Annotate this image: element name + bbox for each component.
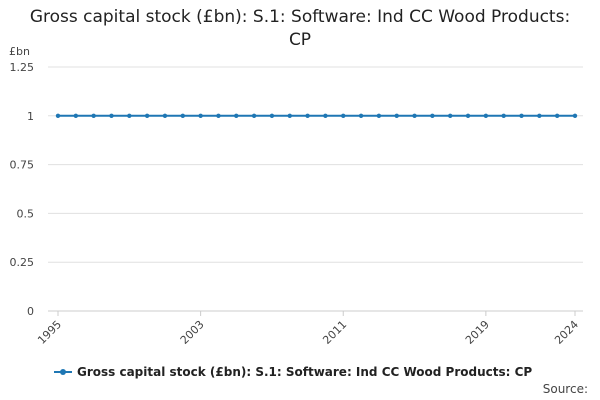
data-point[interactable] xyxy=(180,113,185,119)
legend-swatch xyxy=(54,364,72,380)
y-tick-label: 0 xyxy=(27,305,34,318)
series-layer xyxy=(55,113,578,119)
source-label: Source: xyxy=(542,382,588,396)
data-point[interactable] xyxy=(234,113,239,119)
axes: 0 0.25 0.5 0.75 1 1.25 £bn 1995 2003 2011 2019 2024 xyxy=(9,45,583,347)
x-tick-label: 2019 xyxy=(463,318,492,347)
data-point[interactable] xyxy=(358,113,364,119)
data-point[interactable] xyxy=(287,113,292,119)
data-point[interactable] xyxy=(55,113,61,119)
data-point[interactable] xyxy=(430,113,435,119)
data-point[interactable] xyxy=(572,113,578,119)
chart-title: Gross capital stock (£bn): S.1: Software… xyxy=(29,7,571,50)
data-point[interactable] xyxy=(305,113,310,119)
data-point[interactable] xyxy=(448,113,453,119)
data-point[interactable] xyxy=(109,113,114,119)
data-point[interactable] xyxy=(73,113,79,119)
data-point[interactable] xyxy=(412,113,417,119)
y-tick-label: 1.25 xyxy=(10,61,35,74)
data-point[interactable] xyxy=(465,113,471,119)
data-point[interactable] xyxy=(554,113,560,119)
data-point[interactable] xyxy=(376,113,382,119)
x-tick-label: 2011 xyxy=(320,318,349,347)
data-point[interactable] xyxy=(127,113,132,119)
y-tick-label: 0.5 xyxy=(17,207,35,220)
data-point[interactable] xyxy=(323,113,328,119)
gridlines xyxy=(48,66,583,312)
x-tick-label: 2003 xyxy=(178,318,207,347)
y-axis-label: £bn xyxy=(9,45,30,58)
y-tick-label: 0.75 xyxy=(10,159,35,172)
data-point[interactable] xyxy=(483,113,489,119)
data-point[interactable] xyxy=(198,113,203,119)
x-tick-label: 1995 xyxy=(35,318,64,347)
y-tick-label: 1 xyxy=(27,110,34,123)
x-tick-label: 2024 xyxy=(552,318,581,347)
data-point[interactable] xyxy=(162,113,168,119)
legend-label: Gross capital stock (£bn): S.1: Software… xyxy=(77,365,533,379)
data-point[interactable] xyxy=(269,113,275,119)
data-point[interactable] xyxy=(341,113,346,119)
data-point[interactable] xyxy=(251,113,257,119)
data-point[interactable] xyxy=(519,113,524,119)
data-point[interactable] xyxy=(144,113,150,119)
data-point[interactable] xyxy=(501,113,506,119)
legend: Gross capital stock (£bn): S.1: Software… xyxy=(54,364,532,380)
data-point[interactable] xyxy=(394,113,399,119)
y-tick-label: 0.25 xyxy=(10,256,35,269)
data-point[interactable] xyxy=(537,113,542,119)
data-point[interactable] xyxy=(91,113,96,119)
data-point[interactable] xyxy=(216,113,221,119)
